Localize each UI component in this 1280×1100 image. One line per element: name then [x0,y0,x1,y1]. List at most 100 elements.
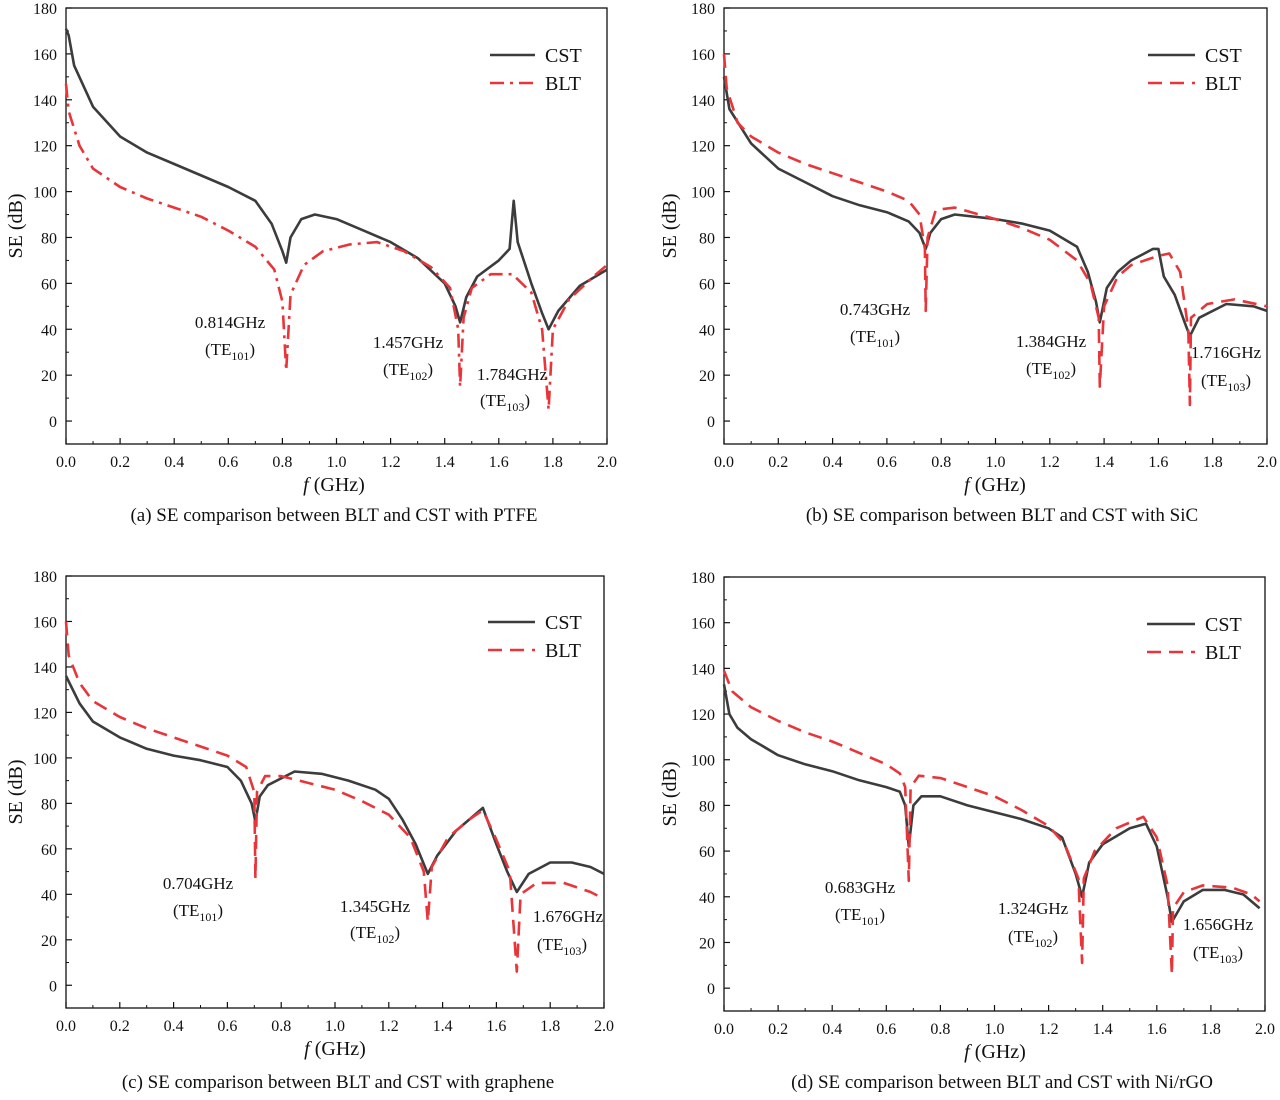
mode-subscript: 102 [376,932,394,946]
y-tick-label: 80 [699,798,715,815]
mode-subscript: 101 [231,349,249,363]
mode-name: (TE [350,923,376,942]
y-tick-label: 80 [41,230,57,247]
x-tick-label: 1.0 [985,1021,1005,1038]
y-tick-label: 20 [699,368,715,385]
y-tick-label: 120 [691,139,715,156]
y-tick-label: 80 [41,796,57,813]
y-tick-label: 0 [707,414,715,431]
x-tick-label: 0.0 [56,454,76,471]
mode-name: (TE [383,360,409,379]
mode-name: (TE [173,901,199,920]
resonance-mode-label: (TE103) [480,391,530,414]
x-tick-label: 0.0 [714,454,734,471]
resonance-mode-label: (TE102) [350,923,400,946]
x-axis-label-symbol: f [964,474,972,496]
x-axis-label-unit: (GHz) [309,474,365,496]
subplot-a: 0.0 0.2 0.4 0.6 0.8 1.0 1.2 1.4 1.6 1.8 2.0 0 20 40 60… [5,1,617,526]
x-tick-label: 1.2 [1039,1021,1059,1038]
mode-close: ) [1237,943,1243,962]
resonance-mode-label: (TE101) [850,327,900,350]
y-tick-label: 140 [691,93,715,110]
x-tick-label: 1.8 [1201,1021,1221,1038]
resonance-mode-label: (TE103) [1201,371,1251,394]
mode-close: ) [894,327,900,346]
x-axis-label: f (GHz) [964,1041,1026,1063]
resonance-mode-label: (TE102) [383,360,433,383]
resonance-frequency-label: 1.676GHz [533,907,604,926]
mode-subscript: 101 [876,336,894,350]
plot-frame [723,7,1268,445]
x-tick-label: 0.8 [931,454,951,471]
x-tick-label: 1.4 [1094,454,1114,471]
mode-subscript: 102 [1052,368,1070,382]
mode-subscript: 103 [563,944,581,958]
y-tick-label: 20 [41,933,57,950]
subplot-caption: (c) SE comparison between BLT and CST wi… [122,1072,554,1093]
resonance-frequency-label: 1.345GHz [340,897,411,916]
y-tick-label: 120 [33,139,57,156]
mode-subscript: 102 [1034,936,1052,950]
y-tick-label: 0 [707,981,715,998]
x-tick-label: 1.0 [986,454,1006,471]
x-axis-label-unit: (GHz) [970,1041,1026,1063]
subplot-d: 0.0 0.2 0.4 0.6 0.8 1.0 1.2 1.4 1.6 1.8 2.0 0 20 40 60… [659,570,1275,1093]
subplot-caption: (a) SE comparison between BLT and CST wi… [130,505,537,526]
plot-frame [723,576,1266,1012]
y-tick-label: 160 [691,47,715,64]
legend-label-blt: BLT [1205,73,1241,95]
x-tick-label: 1.6 [486,1018,506,1035]
resonance-frequency-label: 0.743GHz [840,300,911,319]
x-tick-label: 0.8 [930,1021,950,1038]
y-tick-label: 60 [699,844,715,861]
resonance-frequency-label: 1.784GHz [477,365,548,384]
x-tick-label: 1.4 [435,454,455,471]
y-tick-label: 100 [691,753,715,770]
legend-label-cst: CST [1205,45,1242,67]
mode-close: ) [1070,359,1076,378]
mode-name: (TE [1026,359,1052,378]
resonance-frequency-label: 0.814GHz [195,313,266,332]
x-tick-label: 0.2 [110,454,130,471]
x-tick-label: 1.8 [543,454,563,471]
y-tick-label: 0 [49,414,57,431]
y-tick-label: 160 [33,614,57,631]
y-tick-label: 40 [41,887,57,904]
x-tick-label: 1.4 [433,1018,453,1035]
mode-subscript: 103 [1219,952,1237,966]
x-tick-label: 1.0 [327,454,347,471]
y-axis-label: SE (dB) [5,760,27,825]
x-tick-label: 0.4 [164,1018,184,1035]
y-tick-label: 20 [41,368,57,385]
x-tick-label: 2.0 [1255,1021,1275,1038]
y-tick-label: 160 [691,616,715,633]
resonance-frequency-label: 1.324GHz [998,899,1069,918]
series-line-cst [722,76,1268,338]
x-axis-label-unit: (GHz) [310,1038,366,1060]
y-tick-label: 180 [691,570,715,587]
mode-close: ) [394,923,400,942]
x-tick-label: 0.2 [768,454,788,471]
x-tick-label: 1.6 [1147,1021,1167,1038]
subplot-c: 0.0 0.2 0.4 0.6 0.8 1.0 1.2 1.4 1.6 1.8 2.0 0 20 40 60… [5,569,614,1093]
x-tick-label: 1.8 [1203,454,1223,471]
y-tick-label: 120 [691,707,715,724]
x-tick-label: 0.2 [110,1018,130,1035]
x-axis-label-symbol: f [964,1041,972,1063]
x-tick-label: 1.2 [381,454,401,471]
series-line-cst [722,684,1261,924]
mode-name: (TE [1193,943,1219,962]
y-tick-label: 180 [33,569,57,586]
y-tick-label: 60 [41,842,57,859]
resonance-mode-label: (TE102) [1026,359,1076,382]
x-tick-label: 0.0 [714,1021,734,1038]
mode-subscript: 101 [199,910,217,924]
x-axis-label-unit: (GHz) [970,474,1026,496]
x-tick-label: 0.2 [768,1021,788,1038]
y-tick-label: 20 [699,935,715,952]
x-tick-label: 0.6 [218,454,238,471]
mode-name: (TE [1201,371,1227,390]
legend-label-blt: BLT [1205,642,1241,664]
y-tick-label: 40 [699,890,715,907]
